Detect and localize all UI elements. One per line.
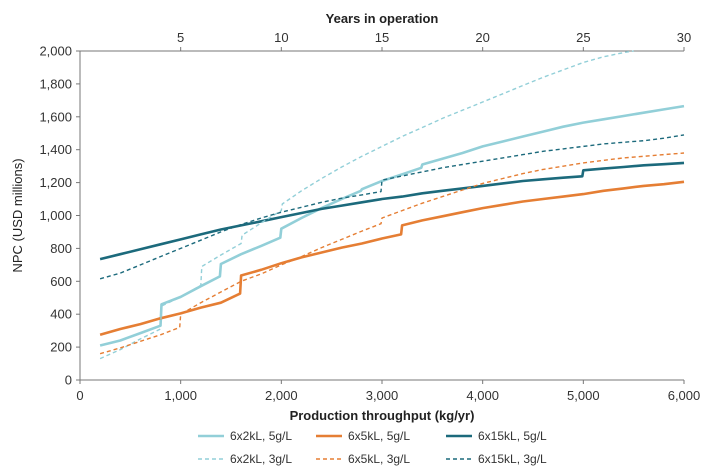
y-tick-label: 800: [50, 241, 72, 256]
x-tick-label: 0: [76, 388, 83, 403]
top-tick-label: 30: [677, 30, 691, 45]
series-line-6x2kl-3g-l: [99, 50, 634, 360]
x-axis-title: Production throughput (kg/yr): [290, 408, 475, 423]
legend-label-6x5kl-3g-l: 6x5kL, 3g/L: [348, 452, 410, 466]
y-tick-label: 1,600: [39, 109, 72, 124]
y-tick-label: 200: [50, 340, 72, 355]
legend-label-6x2kl-3g-l: 6x2kL, 3g/L: [230, 452, 292, 466]
top-tick-label: 25: [576, 30, 590, 45]
series-line-6x5kl-5g-l: [99, 180, 685, 337]
y-tick-label: 600: [50, 274, 72, 289]
y-axis-title: NPC (USD millions): [10, 158, 25, 272]
y-tick-label: 0: [65, 373, 72, 388]
series-line-6x15kl-5g-l: [99, 161, 685, 261]
x-tick-label: 5,000: [567, 388, 600, 403]
top-tick-label: 20: [475, 30, 489, 45]
y-tick-label: 1,400: [39, 142, 72, 157]
series-line-6x5kl-3g-l: [99, 152, 685, 355]
x-tick-label: 6,000: [668, 388, 701, 403]
x-tick-label: 3,000: [366, 388, 399, 403]
top-axis-title: Years in operation: [326, 11, 439, 26]
series-line-6x15kl-3g-l: [99, 134, 685, 280]
x-tick-label: 2,000: [265, 388, 298, 403]
legend-label-6x15kl-3g-l: 6x15kL, 3g/L: [478, 452, 547, 466]
y-tick-label: 1,200: [39, 175, 72, 190]
series-layer: [99, 50, 685, 360]
legend-label-6x15kl-5g-l: 6x15kL, 5g/L: [478, 429, 547, 443]
y-tick-label: 2,000: [39, 44, 72, 59]
y-tick-label: 1,800: [39, 76, 72, 91]
axes-layer: [79, 50, 684, 381]
y-tick-label: 400: [50, 307, 72, 322]
x-tick-label: 4,000: [466, 388, 499, 403]
legend-label-6x2kl-5g-l: 6x2kL, 5g/L: [230, 429, 292, 443]
legend: 6x2kL, 5g/L 6x5kL, 5g/L 6x15kL, 5g/L 6x2kL,…: [198, 429, 547, 466]
ticks-layer: 0 1,000 2,000 3,000 4,000 5,000 6,000 5 10 15 20 25…: [39, 30, 700, 403]
top-tick-label: 15: [375, 30, 389, 45]
y-tick-label: 1,000: [39, 208, 72, 223]
top-tick-label: 10: [274, 30, 288, 45]
legend-label-6x5kl-5g-l: 6x5kL, 5g/L: [348, 429, 410, 443]
x-tick-label: 1,000: [164, 388, 197, 403]
top-tick-label: 5: [177, 30, 184, 45]
